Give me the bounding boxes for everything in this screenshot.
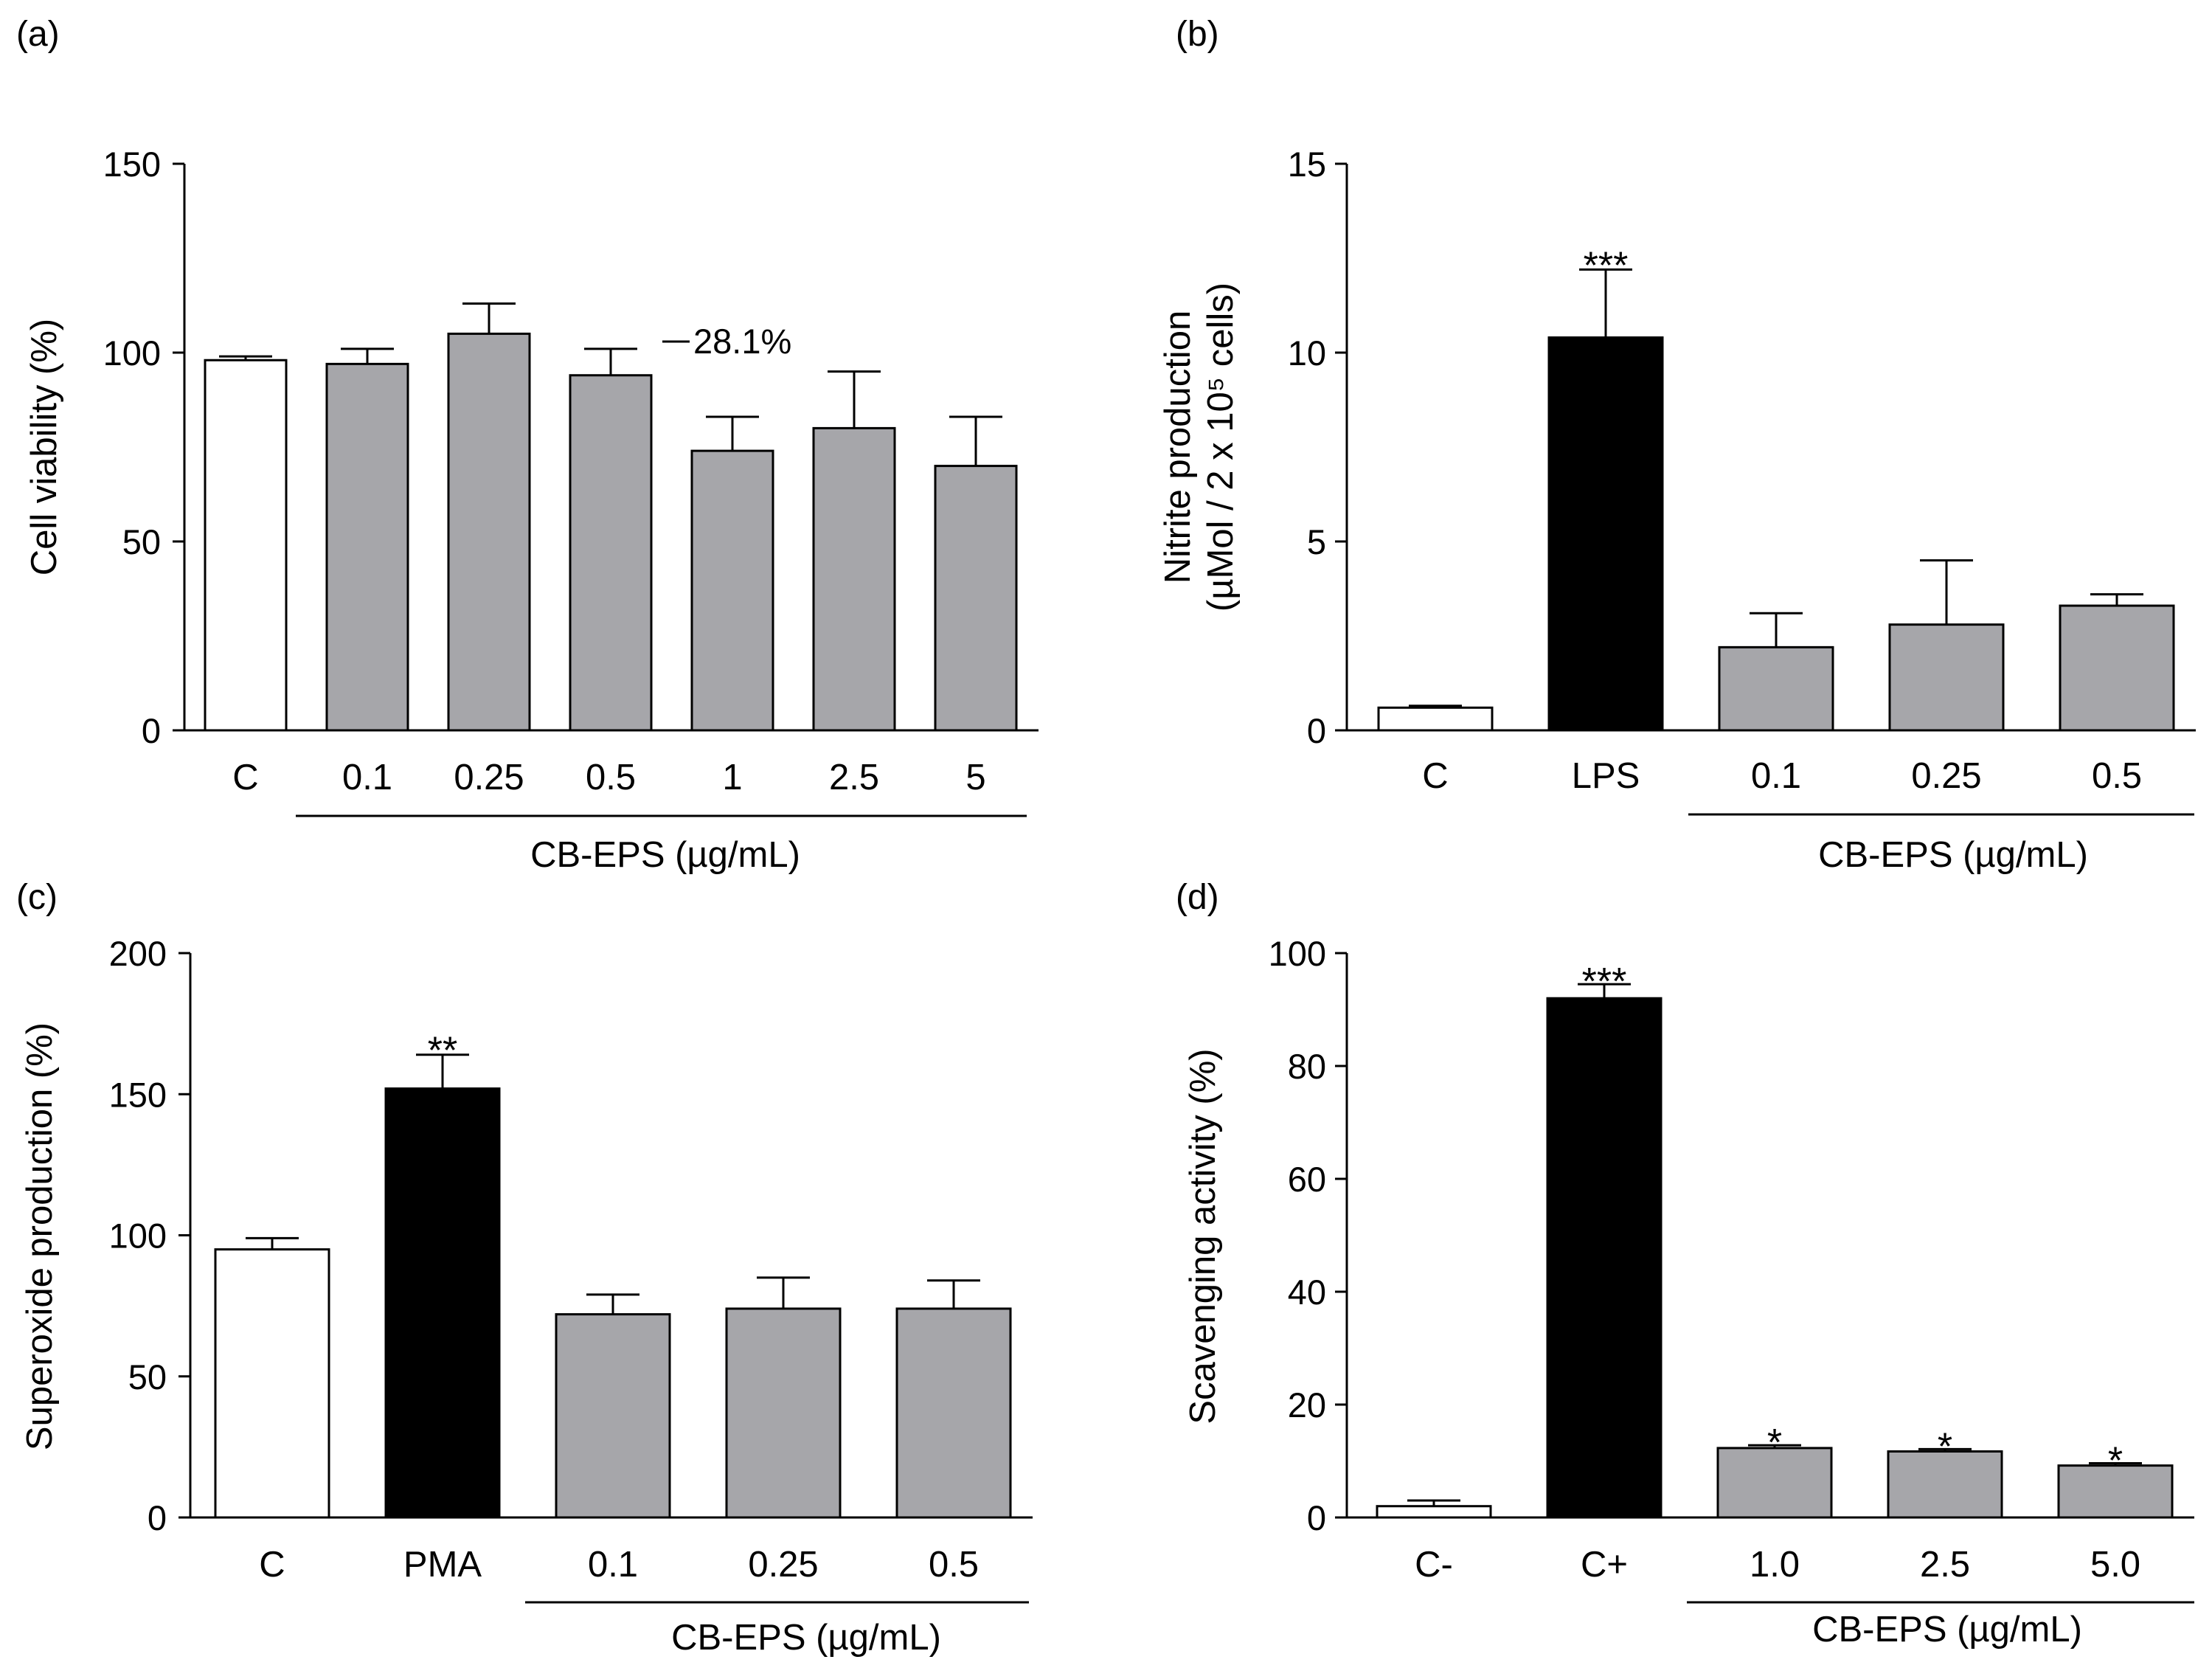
category-label: 0.5 (929, 1545, 979, 1585)
category-label: C+ (1581, 1545, 1628, 1585)
category-label: C (259, 1545, 285, 1585)
panel-b: (b) 0 5 10 15 Nitrite production (µMol / 2 x 1… (1158, 15, 2196, 875)
bar (384, 1087, 501, 1519)
bar (569, 374, 653, 732)
x-axis-title: CB-EPS (µg/mL) (1818, 835, 2088, 875)
category-label: 2.5 (829, 758, 879, 797)
category-label: PMA (403, 1545, 482, 1585)
y-tick-label: 15 (1288, 145, 1326, 184)
y-tick-label: 80 (1288, 1047, 1326, 1086)
category-label: C (232, 758, 258, 797)
category-label: 1 (722, 758, 742, 797)
y-tick-label: 100 (1269, 934, 1326, 973)
bar (934, 465, 1018, 732)
y-tick-label: 200 (109, 934, 167, 973)
category-label: 2.5 (1920, 1545, 1970, 1585)
bar (1376, 1505, 1492, 1519)
y-tick-label: 150 (109, 1075, 167, 1114)
bar (1546, 997, 1663, 1519)
y-axis-title: Superoxide production (%) (20, 1022, 60, 1450)
category-label: 0.1 (1751, 756, 1801, 796)
bar (725, 1307, 842, 1519)
category-label: 0.25 (454, 758, 524, 797)
y-tick-label: 50 (122, 522, 161, 561)
panel-label: (b) (1176, 15, 1219, 54)
y-tick-label: 100 (103, 333, 161, 373)
panel-label: (d) (1176, 878, 1219, 917)
bar (2059, 604, 2175, 732)
category-label: 5 (965, 758, 985, 797)
panel-c: (c) 0 50 100 150 200 Superoxide production (%)… (16, 878, 1033, 1658)
significance-marker: *** (1582, 960, 1627, 1003)
bar (812, 426, 896, 732)
y-tick-label: 5 (1307, 522, 1326, 561)
bar (1377, 706, 1494, 732)
bar (325, 362, 409, 732)
panel-label: (c) (16, 878, 58, 917)
y-tick-label: 10 (1288, 333, 1326, 373)
category-label: C- (1415, 1545, 1453, 1585)
significance-marker: * (1767, 1422, 1782, 1464)
panel-a: (a) 0 50 100 150 Cell viability (%) C 0.1 0.25 0.… (16, 15, 1039, 875)
bar (447, 332, 531, 732)
y-tick-label: 150 (103, 145, 161, 184)
category-label: 0.25 (748, 1545, 818, 1585)
y-tick-label: 50 (128, 1357, 167, 1396)
y-axis-title: Cell viability (%) (24, 319, 64, 576)
bar (1716, 1447, 1833, 1519)
bar (555, 1313, 671, 1519)
bar (214, 1248, 330, 1519)
bar (1547, 336, 1664, 732)
y-tick-label: 0 (1307, 711, 1326, 750)
significance-marker: * (2108, 1440, 2123, 1483)
bar (1718, 645, 1834, 732)
category-label: 5.0 (2090, 1545, 2140, 1585)
x-axis-title: CB-EPS (µg/mL) (671, 1618, 941, 1658)
y-tick-label: 0 (1307, 1498, 1326, 1537)
x-axis-title: CB-EPS (µg/mL) (1812, 1610, 2082, 1650)
bar (895, 1307, 1012, 1519)
category-label: 0.5 (2092, 756, 2142, 796)
category-label: LPS (1572, 756, 1640, 796)
panel-label: (a) (16, 15, 60, 54)
y-tick-label: 60 (1288, 1160, 1326, 1199)
significance-marker: ** (428, 1030, 457, 1073)
category-label: 0.5 (586, 758, 636, 797)
bar (2057, 1464, 2174, 1519)
bar (204, 359, 288, 732)
y-tick-label: 100 (109, 1216, 167, 1256)
category-label: 0.1 (342, 758, 392, 797)
y-axis-title: Nitrite production (1158, 311, 1198, 584)
panel-d: (d) 0 20 40 60 80 100 Scavenging activity (%) C-… (1176, 878, 2194, 1650)
bar (690, 449, 774, 732)
y-tick-label: 0 (148, 1498, 167, 1537)
y-axis-title: Scavenging activity (%) (1183, 1048, 1223, 1424)
category-label: 0.25 (1911, 756, 1981, 796)
category-label: 1.0 (1750, 1545, 1800, 1585)
y-tick-label: 40 (1288, 1273, 1326, 1312)
y-tick-label: 20 (1288, 1385, 1326, 1425)
category-label: 0.1 (588, 1545, 638, 1585)
x-axis-title: CB-EPS (µg/mL) (530, 835, 800, 875)
y-tick-label: 0 (142, 711, 161, 750)
significance-marker: * (1938, 1425, 1952, 1468)
significance-marker: *** (1584, 244, 1629, 287)
category-label: C (1422, 756, 1448, 796)
y-axis-title-units: (µMol / 2 x 10⁵ cells) (1201, 283, 1241, 612)
annotation-text: 28.1% (693, 322, 791, 361)
bar (1888, 623, 2005, 732)
